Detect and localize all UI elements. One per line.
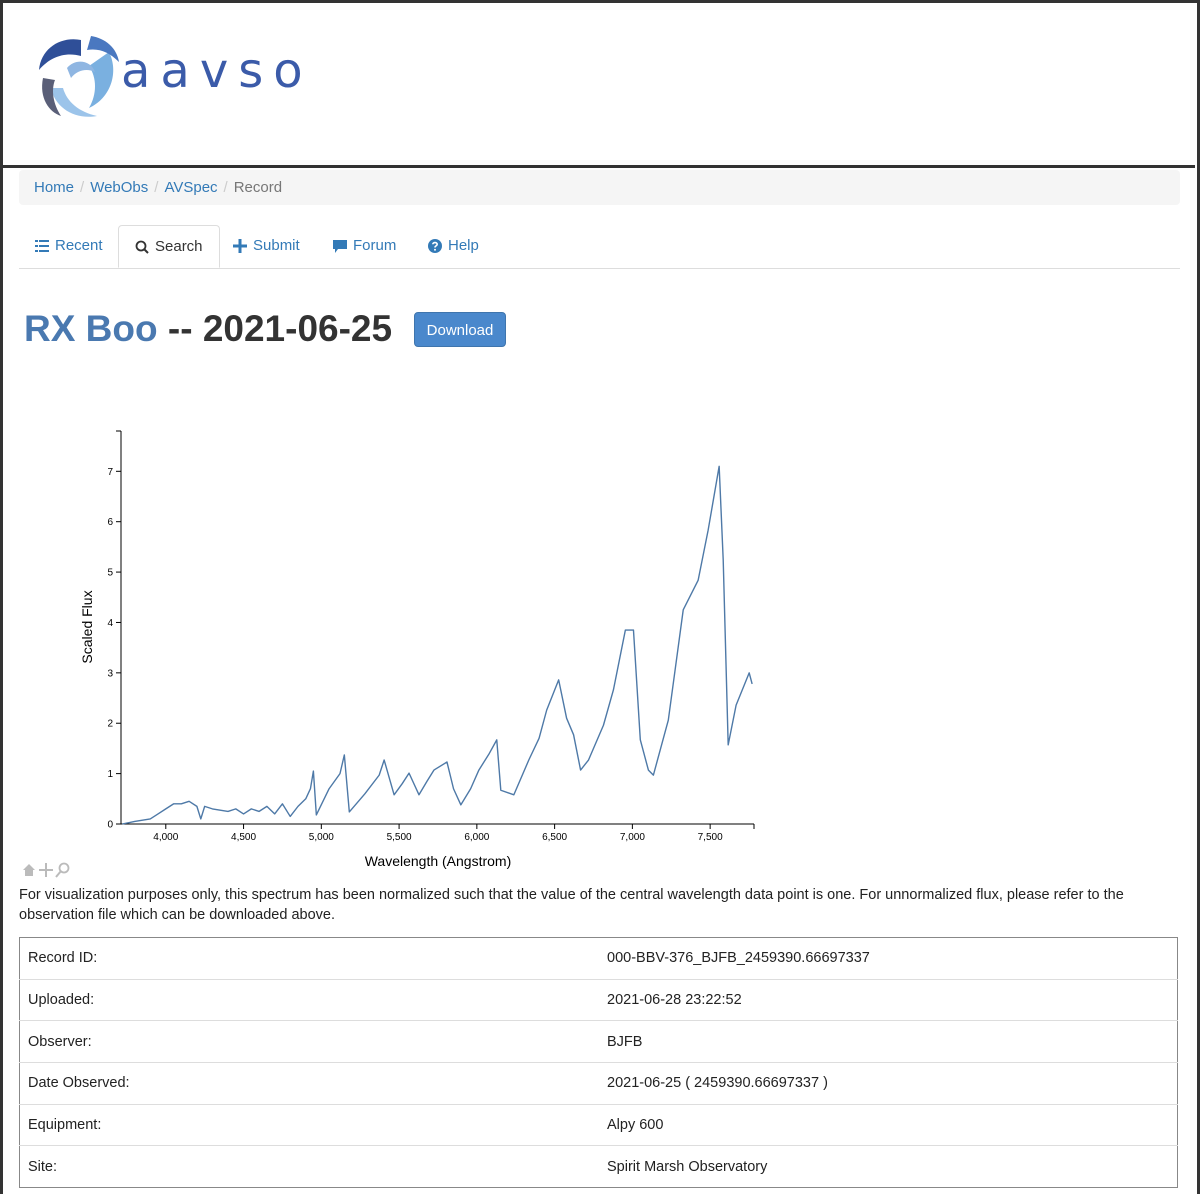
- comment-icon: [333, 239, 347, 253]
- field-value: Spirit Marsh Observatory: [607, 1158, 768, 1175]
- breadcrumb-link[interactable]: WebObs: [90, 179, 149, 196]
- x-tick-label: 6,000: [464, 832, 489, 843]
- x-tick-label: 6,500: [542, 832, 567, 843]
- logo-text[interactable]: aavso: [121, 43, 313, 99]
- tab-label: Help: [448, 237, 479, 254]
- field-label: Site:: [28, 1158, 58, 1175]
- chart-toolbar[interactable]: [22, 861, 72, 879]
- tab-active[interactable]: Search: [118, 225, 220, 268]
- tab[interactable]: Recent: [35, 225, 103, 267]
- tab-bar: Recent Search Submit Forum Help: [19, 225, 1180, 269]
- breadcrumb: Home / WebObs / AVSpec / Record: [19, 170, 1180, 205]
- spectrum-line: [122, 465, 753, 825]
- table-row: Date Observed: 2021-06-25 ( 2459390.66697…: [19, 1062, 1178, 1105]
- table-row: Uploaded: 2021-06-28 23:22:52: [19, 979, 1178, 1022]
- y-tick-label: 2: [107, 719, 113, 730]
- breadcrumb-link[interactable]: AVSpec: [164, 179, 218, 196]
- field-label: Record ID:: [19, 937, 599, 980]
- tab-label: Submit: [253, 237, 300, 254]
- help-icon: [428, 239, 442, 253]
- tab[interactable]: Help: [428, 225, 479, 267]
- field-label: Uploaded:: [19, 979, 599, 1022]
- spectrum-chart: Scaled Flux Wavelength (Angstrom) 0 1 2 3 4 5…: [79, 430, 755, 869]
- y-axis-label: Scaled Flux: [79, 590, 95, 663]
- table-row: Observer: BJFB: [19, 1020, 1178, 1063]
- y-tick-label: 4: [107, 618, 113, 629]
- field-label: Equipment:: [19, 1104, 599, 1147]
- field-label: Observer:: [19, 1020, 599, 1063]
- y-tick-label: 0: [107, 820, 113, 831]
- x-axis-label: Wavelength (Angstrom): [365, 853, 512, 869]
- x-tick-label: 4,500: [231, 832, 256, 843]
- y-tick-label: 1: [107, 769, 113, 780]
- field-value: 2021-06-28 23:22:52: [599, 979, 1178, 1022]
- search-icon: [135, 240, 149, 254]
- breadcrumb-link[interactable]: Home: [34, 179, 75, 196]
- breadcrumb-separator: /: [223, 179, 228, 196]
- x-tick-label: 7,000: [620, 832, 645, 843]
- y-tick-label: 6: [107, 517, 113, 528]
- x-tick-label: 5,500: [387, 832, 412, 843]
- x-tick-label: 7,500: [698, 832, 723, 843]
- record-table: Record ID: 000-BBV-376_BJFB_2459390.66697…: [19, 937, 1178, 1188]
- breadcrumb-current: Record: [233, 179, 283, 196]
- field-label: Date Observed:: [19, 1062, 599, 1105]
- y-tick-label: 5: [107, 568, 113, 579]
- logo-icon[interactable]: [31, 28, 131, 128]
- title-date: -- 2021-06-25: [167, 308, 393, 349]
- table-row: Equipment: Alpy 600: [19, 1104, 1178, 1147]
- tab[interactable]: Submit: [233, 225, 300, 267]
- page-title: RX Boo -- 2021-06-25: [24, 308, 392, 350]
- normalization-note: For visualization purposes only, this sp…: [19, 887, 1124, 923]
- tab-label: Forum: [353, 237, 397, 254]
- table-row: Site: Spirit Marsh Observatory: [20, 1146, 1178, 1188]
- table-row: Record ID: 000-BBV-376_BJFB_2459390.66697…: [19, 937, 1178, 980]
- field-value: Alpy 600: [599, 1104, 1178, 1147]
- star-name[interactable]: RX Boo: [24, 308, 158, 349]
- download-button[interactable]: Download: [414, 312, 506, 347]
- tab[interactable]: Forum: [333, 225, 396, 267]
- tab-label: Search: [155, 237, 203, 255]
- x-tick-label: 4,000: [153, 832, 178, 843]
- y-tick-label: 3: [107, 668, 113, 679]
- breadcrumb-separator: /: [80, 179, 85, 196]
- table-body: Record ID: 000-BBV-376_BJFB_2459390.66697…: [19, 937, 1178, 1188]
- plus-icon: [233, 239, 247, 253]
- header: aavso: [3, 3, 1195, 168]
- field-value: BJFB: [599, 1020, 1178, 1063]
- list-icon: [35, 240, 49, 252]
- y-tick-label: 7: [107, 467, 113, 478]
- tab-label: Recent: [55, 237, 103, 254]
- field-value: 000-BBV-376_BJFB_2459390.66697337: [599, 937, 1178, 980]
- field-value: 2021-06-25 ( 2459390.66697337 ): [599, 1062, 1178, 1105]
- breadcrumb-separator: /: [154, 179, 159, 196]
- x-tick-label: 5,000: [309, 832, 334, 843]
